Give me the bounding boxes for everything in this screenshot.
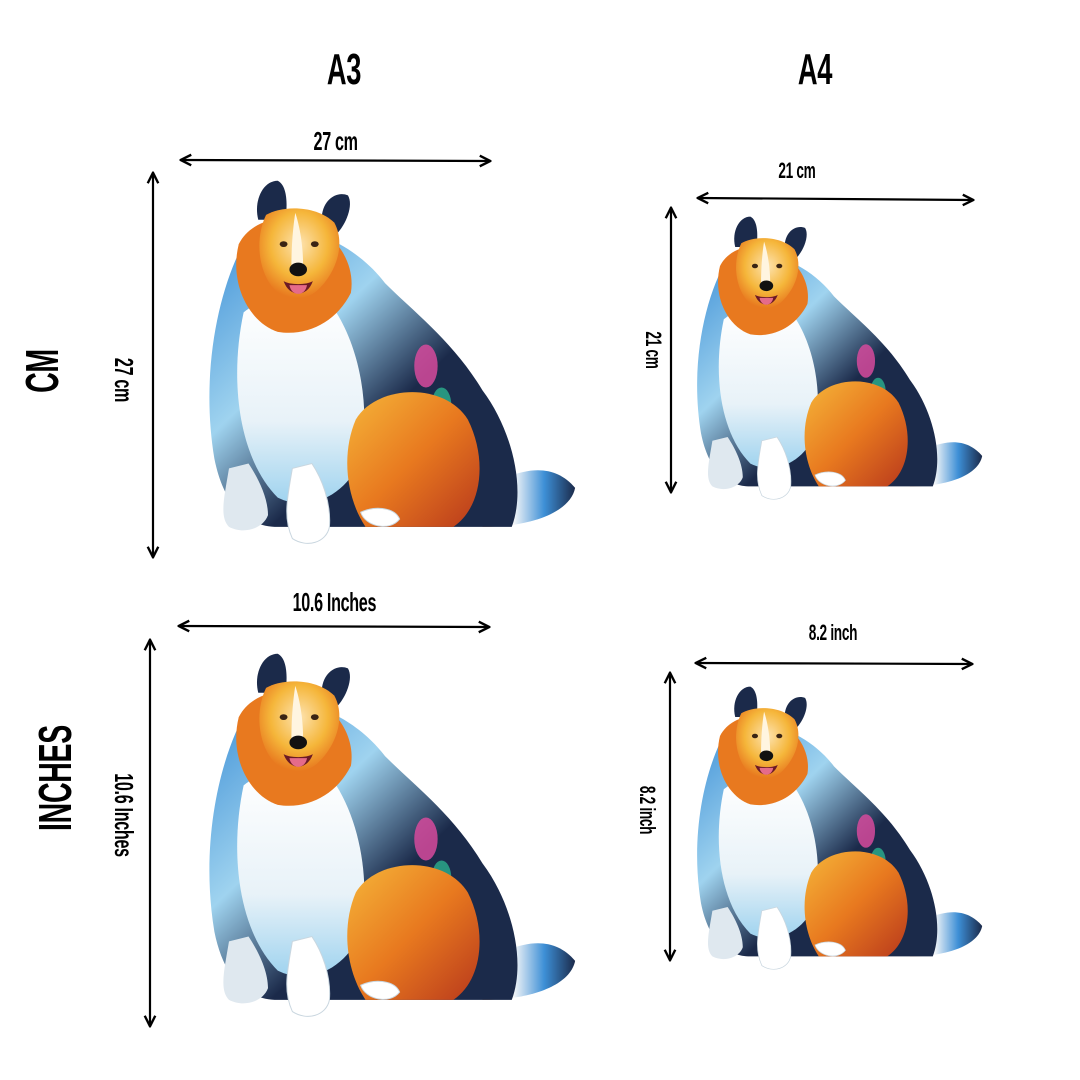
- column-header-a3: A3: [284, 48, 404, 92]
- column-header-a4: A4: [755, 48, 875, 92]
- a4-inches-width-arrow: [697, 663, 971, 664]
- dog-illustration-a4-cm: [696, 216, 983, 500]
- a3-inches-width-label: 10.6 Inches: [234, 589, 434, 616]
- column-header-a4-label: A4: [797, 45, 833, 94]
- a4-cm-width-label: 21 cm: [697, 160, 897, 183]
- dog-illustration-a4-inches: [696, 686, 983, 970]
- a3-cm-width-label: 27 cm: [236, 128, 436, 155]
- a3-inches-width-arrow: [180, 626, 488, 627]
- column-header-a3-label: A3: [326, 45, 362, 94]
- a4-cm-width-text: 21 cm: [778, 158, 816, 183]
- dog-illustration-a3-inches: [208, 653, 576, 1017]
- a3-inches-width-text: 10.6 Inches: [292, 587, 376, 617]
- dog-illustration-a3-cm: [208, 180, 576, 544]
- a3-cm-width-text: 27 cm: [313, 126, 359, 156]
- a3-cm-width-arrow: [182, 160, 489, 161]
- a4-inches-width-label: 8.2 inch: [733, 622, 933, 645]
- a4-cm-width-arrow: [699, 198, 972, 200]
- a4-inches-width-text: 8.2 inch: [808, 620, 858, 645]
